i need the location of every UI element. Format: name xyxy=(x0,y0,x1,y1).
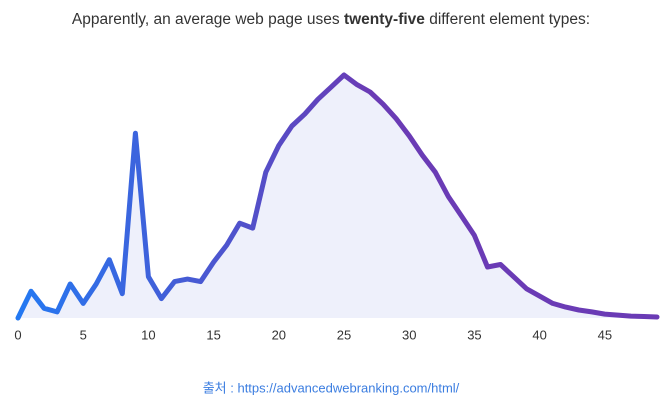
title-part: Apparently, an average web page uses xyxy=(72,11,344,28)
x-tick-label: 10 xyxy=(141,327,155,342)
x-tick-label: 5 xyxy=(80,327,87,342)
x-tick-label: 20 xyxy=(272,327,286,342)
x-tick-label: 35 xyxy=(467,327,481,342)
x-tick-label: 25 xyxy=(337,327,351,342)
title-part: twenty-five xyxy=(344,11,425,28)
title-part: different element types: xyxy=(425,11,590,28)
x-tick-label: 30 xyxy=(402,327,416,342)
x-tick-label: 40 xyxy=(532,327,546,342)
source-link[interactable]: 출처 : https://advancedwebranking.com/html… xyxy=(203,380,460,395)
chart-title: Apparently, an average web page uses twe… xyxy=(72,11,590,28)
area xyxy=(18,75,657,318)
x-tick-label: 0 xyxy=(14,327,21,342)
x-tick-label: 45 xyxy=(598,327,612,342)
line xyxy=(15,72,660,321)
x-tick-label: 15 xyxy=(206,327,220,342)
